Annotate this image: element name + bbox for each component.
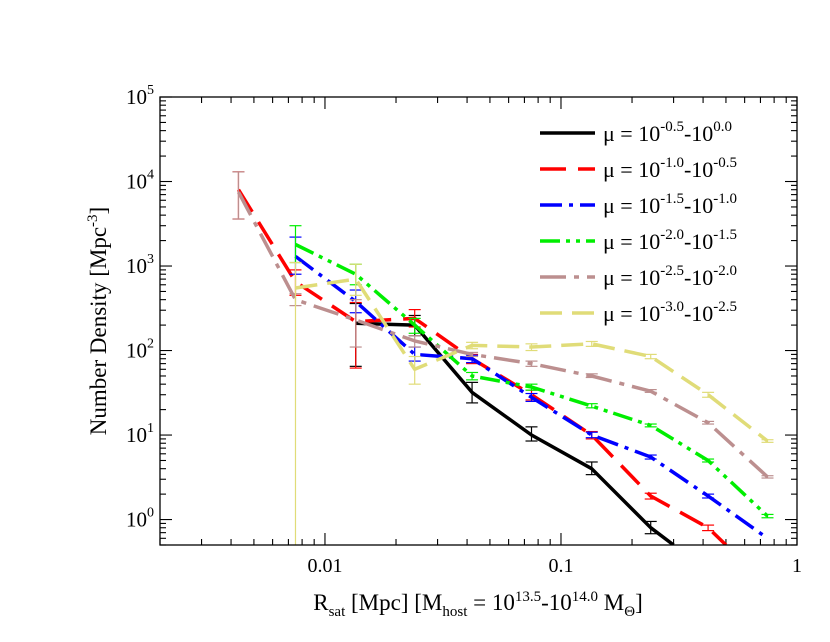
series-line xyxy=(295,277,769,443)
legend-label: μ = 10-1.0-10-0.5 xyxy=(603,155,737,182)
series-5 xyxy=(232,171,774,479)
legend-label: μ = 10-1.5-10-1.0 xyxy=(603,191,737,218)
legend-label: μ = 10-0.5-100.0 xyxy=(603,119,732,146)
x-tick-label: 0.01 xyxy=(307,555,342,577)
axes: 0.01 0.1 1 100 101 102 103 104 105 xyxy=(126,83,802,577)
x-tick-label: 1 xyxy=(792,555,802,577)
series-line xyxy=(236,191,769,479)
y-tick-label: 105 xyxy=(126,83,154,109)
legend-label: μ = 10-2.0-10-1.5 xyxy=(603,227,737,254)
legend-label: μ = 10-3.0-10-2.5 xyxy=(603,299,737,326)
y-tick-label: 103 xyxy=(126,252,154,278)
x-axis-label: Rsat [Mpc] [Mhost = 1013.5-1014.0 MΘ] xyxy=(313,589,643,620)
y-tick-label: 102 xyxy=(126,337,154,363)
legend: μ = 10-0.5-100.0 μ = 10-1.0-10-0.5 μ = 10-… xyxy=(540,119,737,326)
y-tick-label: 101 xyxy=(126,421,154,447)
x-tick-label: 0.1 xyxy=(548,555,573,577)
plot-frame xyxy=(159,96,798,546)
plot-area xyxy=(232,171,774,545)
series-6 xyxy=(289,261,774,545)
legend-label: μ = 10-2.5-10-2.0 xyxy=(603,263,737,290)
series-line xyxy=(294,242,769,518)
series-line xyxy=(294,254,769,540)
series-line xyxy=(355,321,675,545)
y-tick-label: 100 xyxy=(126,506,154,532)
y-axis-label: Number Density [Mpc-3] xyxy=(85,207,111,435)
y-tick-label: 104 xyxy=(126,168,154,194)
